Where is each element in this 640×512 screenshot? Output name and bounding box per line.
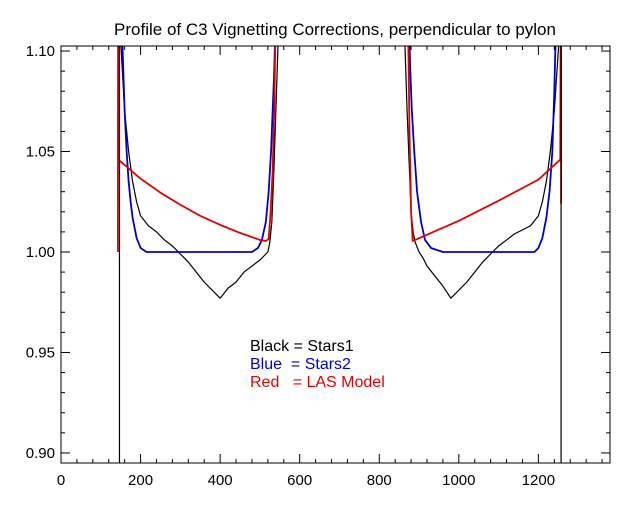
series-line-0	[120, 46, 560, 299]
series-line-2	[116, 46, 562, 252]
plot-frame	[60, 45, 611, 464]
x-tick-label: 800	[367, 472, 392, 489]
series-layer	[116, 46, 562, 463]
legend-entry: Blue = Stars2	[250, 356, 351, 373]
y-tick-label: 0.90	[26, 445, 55, 462]
x-axis: 0 200 400 600 800 1000 1200	[57, 46, 603, 489]
y-tick-label: 0.95	[26, 344, 55, 361]
y-tick-label: 1.05	[26, 144, 55, 161]
x-tick-label: 200	[128, 472, 153, 489]
x-tick-label: 1200	[522, 472, 555, 489]
x-tick-label: 600	[287, 472, 312, 489]
y-tick-label: 1.10	[26, 43, 55, 60]
legend-entry: Black = Stars1	[250, 338, 354, 355]
y-axis: 0.90 0.95 1.00 1.05 1.10	[26, 43, 610, 462]
legend-entry: Red = LAS Model	[250, 374, 385, 391]
chart-title: Profile of C3 Vignetting Corrections, pe…	[114, 20, 556, 39]
x-tick-label: 0	[57, 472, 65, 489]
x-tick-label: 1000	[442, 472, 475, 489]
x-tick-label: 400	[208, 472, 233, 489]
y-tick-label: 1.00	[26, 244, 55, 261]
